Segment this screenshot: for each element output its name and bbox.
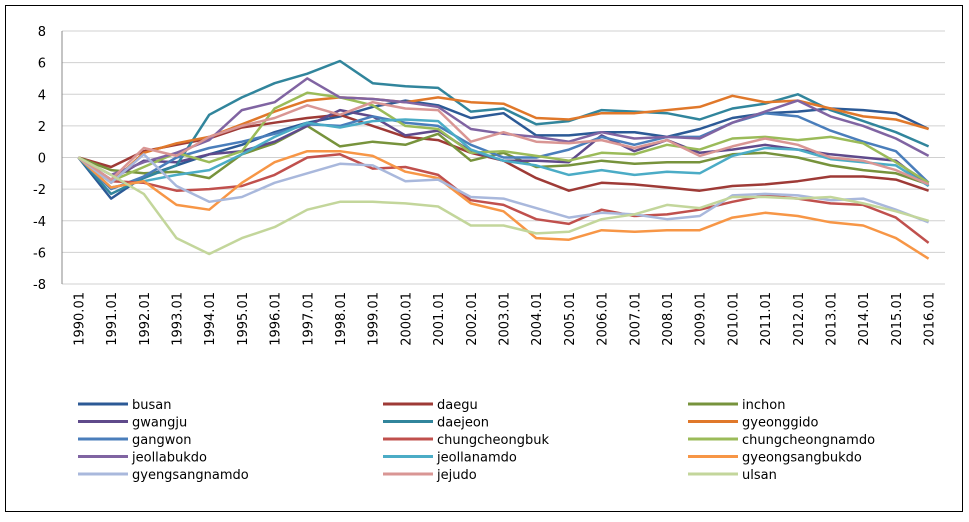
x-tick-label: 2016.01 [923,292,938,346]
y-tick-label: -4 [33,215,46,230]
y-tick-label: -2 [33,183,46,198]
series-line [77,124,930,186]
y-tick-label: 0 [38,152,46,167]
legend-label: gyeonggido [742,416,819,431]
chart-border [5,5,963,512]
y-tick-label: -6 [33,246,46,261]
x-tick-label: 2006.01 [596,292,611,346]
x-tick-label: 1990.01 [72,292,87,346]
x-tick-label: 2007.01 [628,292,643,346]
x-tick-label: 1994.01 [203,292,218,346]
x-tick-label: 2005.01 [563,292,578,346]
series-line [77,153,930,224]
y-tick-label: 8 [38,25,46,40]
x-tick-label: 2001.01 [432,292,447,346]
legend-label: daejeon [437,416,489,431]
x-tick-label: 2010.01 [726,292,741,346]
series-line [77,91,930,184]
x-tick-label: 2014.01 [857,292,872,346]
series-line [77,77,930,177]
series-line [77,99,930,200]
x-tick-label: 1996.01 [269,292,284,346]
legend-label: inchon [742,398,785,413]
legend-label: chungcheongnamdo [742,433,875,448]
x-tick-label: 1993.01 [170,292,185,346]
x-tick-label: 1995.01 [236,292,251,346]
legend-label: gyengsangnamdo [132,468,249,483]
series-line [77,118,930,189]
legend-label: ulsan [742,468,777,483]
series-line [77,100,930,186]
x-tick-label: 1997.01 [301,292,316,346]
x-tick-label: 2004.01 [530,292,545,346]
x-tick-label: 1991.01 [105,292,120,346]
y-tick-label: 6 [38,57,46,72]
legend-label: chungcheongbuk [437,433,549,448]
x-tick-label: 2003.01 [498,292,513,346]
y-tick-label: -8 [33,278,46,293]
legend-label: busan [132,398,171,413]
x-tick-label: 2012.01 [792,292,807,346]
legend-label: jejudo [436,468,477,483]
x-tick-label: 1999.01 [367,292,382,346]
x-tick-label: 2013.01 [825,292,840,346]
x-tick-label: 2008.01 [661,292,676,346]
series-line [77,59,930,196]
y-tick-label: 4 [38,88,46,103]
series-line [77,156,929,256]
x-tick-label: 2015.01 [890,292,905,346]
y-tick-label: 2 [38,120,46,135]
x-tick-label: 2002.01 [465,292,480,346]
legend-label: jeollanamdo [436,451,517,466]
x-tick-label: 1992.01 [138,292,153,346]
legend-label: gyeongsangbukdo [742,451,862,466]
legend-label: daegu [437,398,478,413]
legend-label: gangwon [132,433,192,448]
legend-label: gwangju [132,416,187,431]
x-tick-label: 2009.01 [694,292,709,346]
x-tick-label: 1998.01 [334,292,349,346]
x-tick-label: 2011.01 [759,292,774,346]
x-tick-label: 2000.01 [399,292,414,346]
legend-label: jeollabukdo [131,451,207,466]
series-line [77,111,930,191]
